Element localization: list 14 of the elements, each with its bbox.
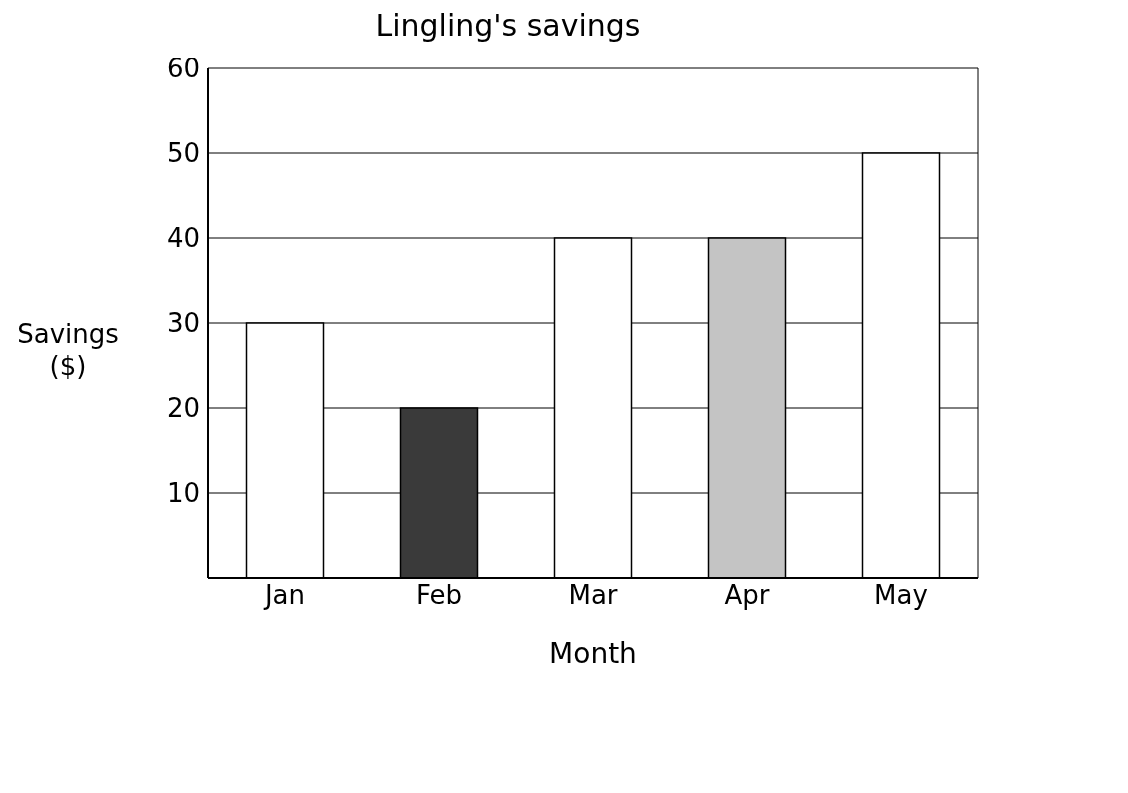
y-tick-label: 10: [166, 478, 200, 509]
x-tick-label: Apr: [724, 580, 770, 611]
x-tick-label: Mar: [568, 580, 618, 611]
x-tick-label: Feb: [415, 580, 463, 611]
x-tick-label: May: [874, 580, 928, 611]
y-axis-title: Savings ($): [16, 318, 120, 382]
y-tick-label: 20: [166, 393, 200, 424]
y-tick-label: 40: [166, 223, 200, 254]
x-axis-title: Month: [549, 637, 637, 670]
y-tick-label: 60: [166, 53, 200, 84]
chart-title: Lingling's savings: [374, 8, 642, 43]
y-tick-label: 30: [166, 308, 200, 339]
y-tick-label: 50: [166, 138, 200, 169]
x-tick-label: Jan: [262, 580, 306, 611]
